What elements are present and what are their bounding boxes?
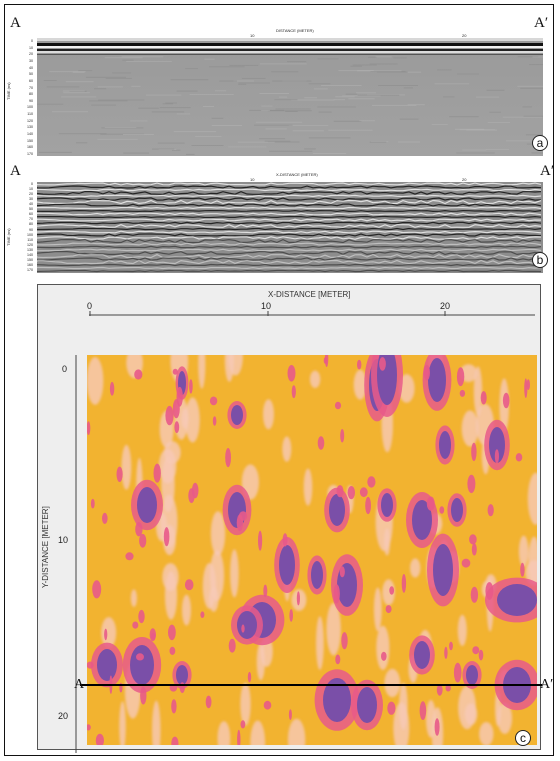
panel-a-y-tick: 170 [27, 152, 33, 156]
panel-c-y-tick: 10 [58, 535, 69, 545]
panel-b-left-label: A [10, 163, 21, 179]
panel-b-y-tick: 120 [27, 242, 33, 247]
panel-b-y-axis-title: TIME (ns) [6, 228, 11, 246]
panel-c-x-axis-title: X-DISTANCE [METER] [268, 290, 351, 299]
panel-a-y-tick: 30 [29, 58, 33, 63]
panel-b-x-tick: 20 [462, 177, 467, 182]
panel-c-x-tick: 20 [440, 301, 451, 311]
panel-c-line-right-label: A′ [540, 677, 554, 692]
panel-b-y-tick: 170 [27, 268, 33, 272]
panel-c-y-tick: 20 [58, 711, 69, 721]
panel-a-y-tick: 140 [27, 132, 33, 137]
panel-b-y-tick: 130 [27, 247, 33, 252]
panel-b-badge: b [532, 252, 548, 268]
panel-a-y-tick: 110 [27, 112, 33, 117]
panel-a-y-tick: 0 [31, 39, 33, 43]
panel-a-y-tick: 70 [29, 85, 33, 90]
panel-a-y-tick: 80 [29, 92, 33, 97]
panel-a-y-tick: 160 [27, 145, 33, 150]
panel-c-y-axis-line [75, 355, 77, 753]
panel-a-y-axis-title: TIME (ns) [6, 82, 11, 100]
panel-a-y-tick: 120 [27, 118, 33, 123]
panel-b-y-tick: 60 [29, 212, 33, 217]
panel-b-y-tick: 140 [27, 252, 33, 257]
panel-a-y-tick: 20 [29, 52, 33, 57]
panel-a-x-tick: 20 [462, 33, 467, 38]
panel-c-y-axis-title: Y-DISTANCE [METER] [41, 506, 50, 588]
panel-a-radargram [37, 38, 543, 156]
panel-b-y-tick: 0 [31, 182, 33, 186]
panel-c-line-left-label: A [74, 677, 85, 692]
panel-b-y-tick: 110 [27, 237, 33, 242]
panel-a-y-tick: 10 [29, 45, 33, 50]
panel-b-x-tick: 10 [250, 177, 255, 182]
panel-c-y-tick: 0 [62, 364, 68, 374]
panel-b-radargram [37, 182, 543, 273]
panel-b-y-tick: 20 [29, 192, 33, 197]
panel-b-y-tick: 90 [29, 227, 33, 232]
panel-c-x-tick: 10 [261, 301, 272, 311]
panel-a-left-label: A [10, 15, 21, 31]
panel-b-y-tick: 70 [29, 217, 33, 222]
panel-a-right-label: A′ [534, 15, 549, 31]
panel-a-y-tick: 50 [29, 72, 33, 77]
panel-a-y-tick: 100 [27, 105, 33, 110]
panel-b-y-tick: 160 [27, 262, 33, 267]
profile-line-a-a-prime [80, 684, 542, 686]
panel-b-x-axis-title: X-DISTANCE (METER) [276, 172, 318, 177]
panel-c-x-tick: 0 [87, 301, 93, 311]
panel-b-y-tick: 10 [29, 187, 33, 192]
panel-a-y-tick: 90 [29, 98, 33, 103]
panel-b-y-tick: 150 [27, 257, 33, 262]
panel-b-y-tick: 30 [29, 197, 33, 202]
panel-b-right-label: A′ [540, 163, 555, 179]
panel-a-x-tick: 10 [250, 33, 255, 38]
panel-b-y-tick: 40 [29, 202, 33, 207]
panel-a-y-tick: 150 [27, 138, 33, 143]
panel-a-y-tick: 40 [29, 65, 33, 70]
panel-c-x-axis-line [89, 311, 535, 316]
panel-b-y-tick: 100 [27, 232, 33, 237]
panel-a-y-tick: 60 [29, 78, 33, 83]
panel-b-y-tick: 50 [29, 207, 33, 212]
panel-a-x-axis-title: DISTANCE (METER) [276, 28, 314, 33]
panel-c-badge: c [515, 730, 531, 746]
figure-frame [4, 4, 554, 756]
panel-a-badge: a [532, 135, 548, 151]
panel-b-y-tick: 80 [29, 222, 33, 227]
panel-a-y-tick: 130 [27, 125, 33, 130]
panel-c-depth-slice-map [87, 355, 537, 745]
